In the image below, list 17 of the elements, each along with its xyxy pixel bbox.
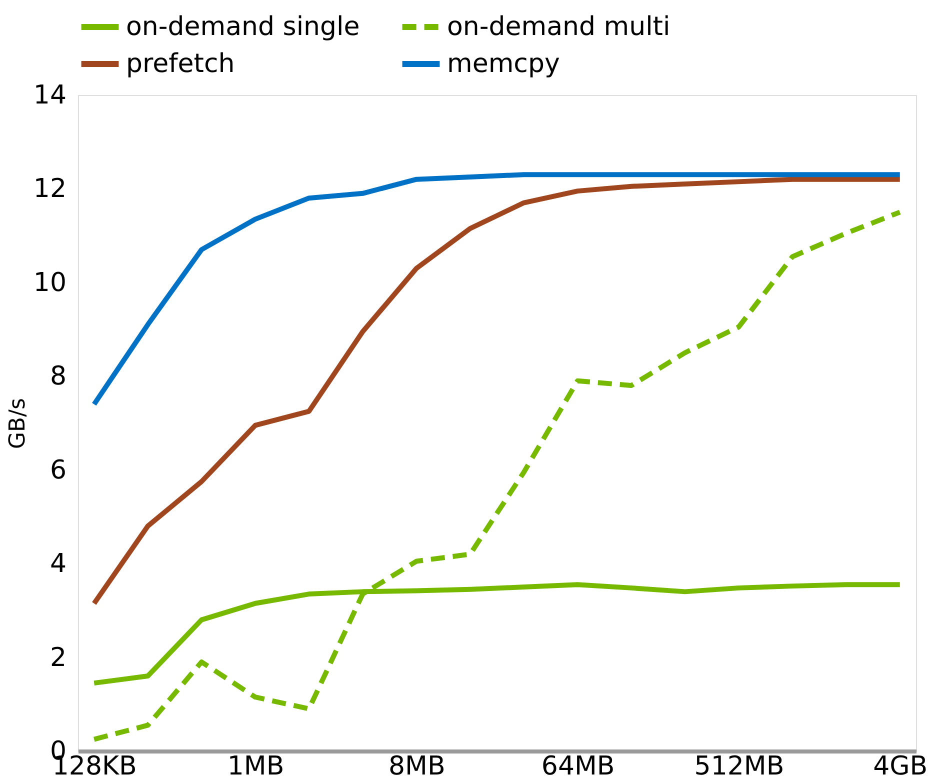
y-tick-label: 12 bbox=[33, 174, 66, 204]
legend-label: on-demand single bbox=[126, 12, 360, 42]
y-tick-label: 8 bbox=[50, 362, 66, 392]
x-tick-label: 64MB bbox=[541, 752, 615, 782]
legend-label: prefetch bbox=[126, 49, 235, 79]
y-tick-label: 2 bbox=[50, 642, 66, 673]
y-tick-label: 6 bbox=[50, 455, 66, 486]
x-tick-label: 512MB bbox=[694, 752, 784, 782]
legend-label: memcpy bbox=[447, 49, 560, 79]
y-tick-label: 10 bbox=[33, 268, 66, 298]
y-tick-label: 4 bbox=[50, 549, 66, 580]
y-tick-label: 14 bbox=[33, 80, 66, 110]
y-axis-title: GB/s bbox=[5, 398, 30, 450]
x-tick-label: 8MB bbox=[388, 752, 446, 782]
legend-label: on-demand multi bbox=[447, 12, 670, 42]
x-tick-label: 1MB bbox=[227, 752, 284, 782]
x-tick-label: 4GB bbox=[873, 752, 928, 782]
